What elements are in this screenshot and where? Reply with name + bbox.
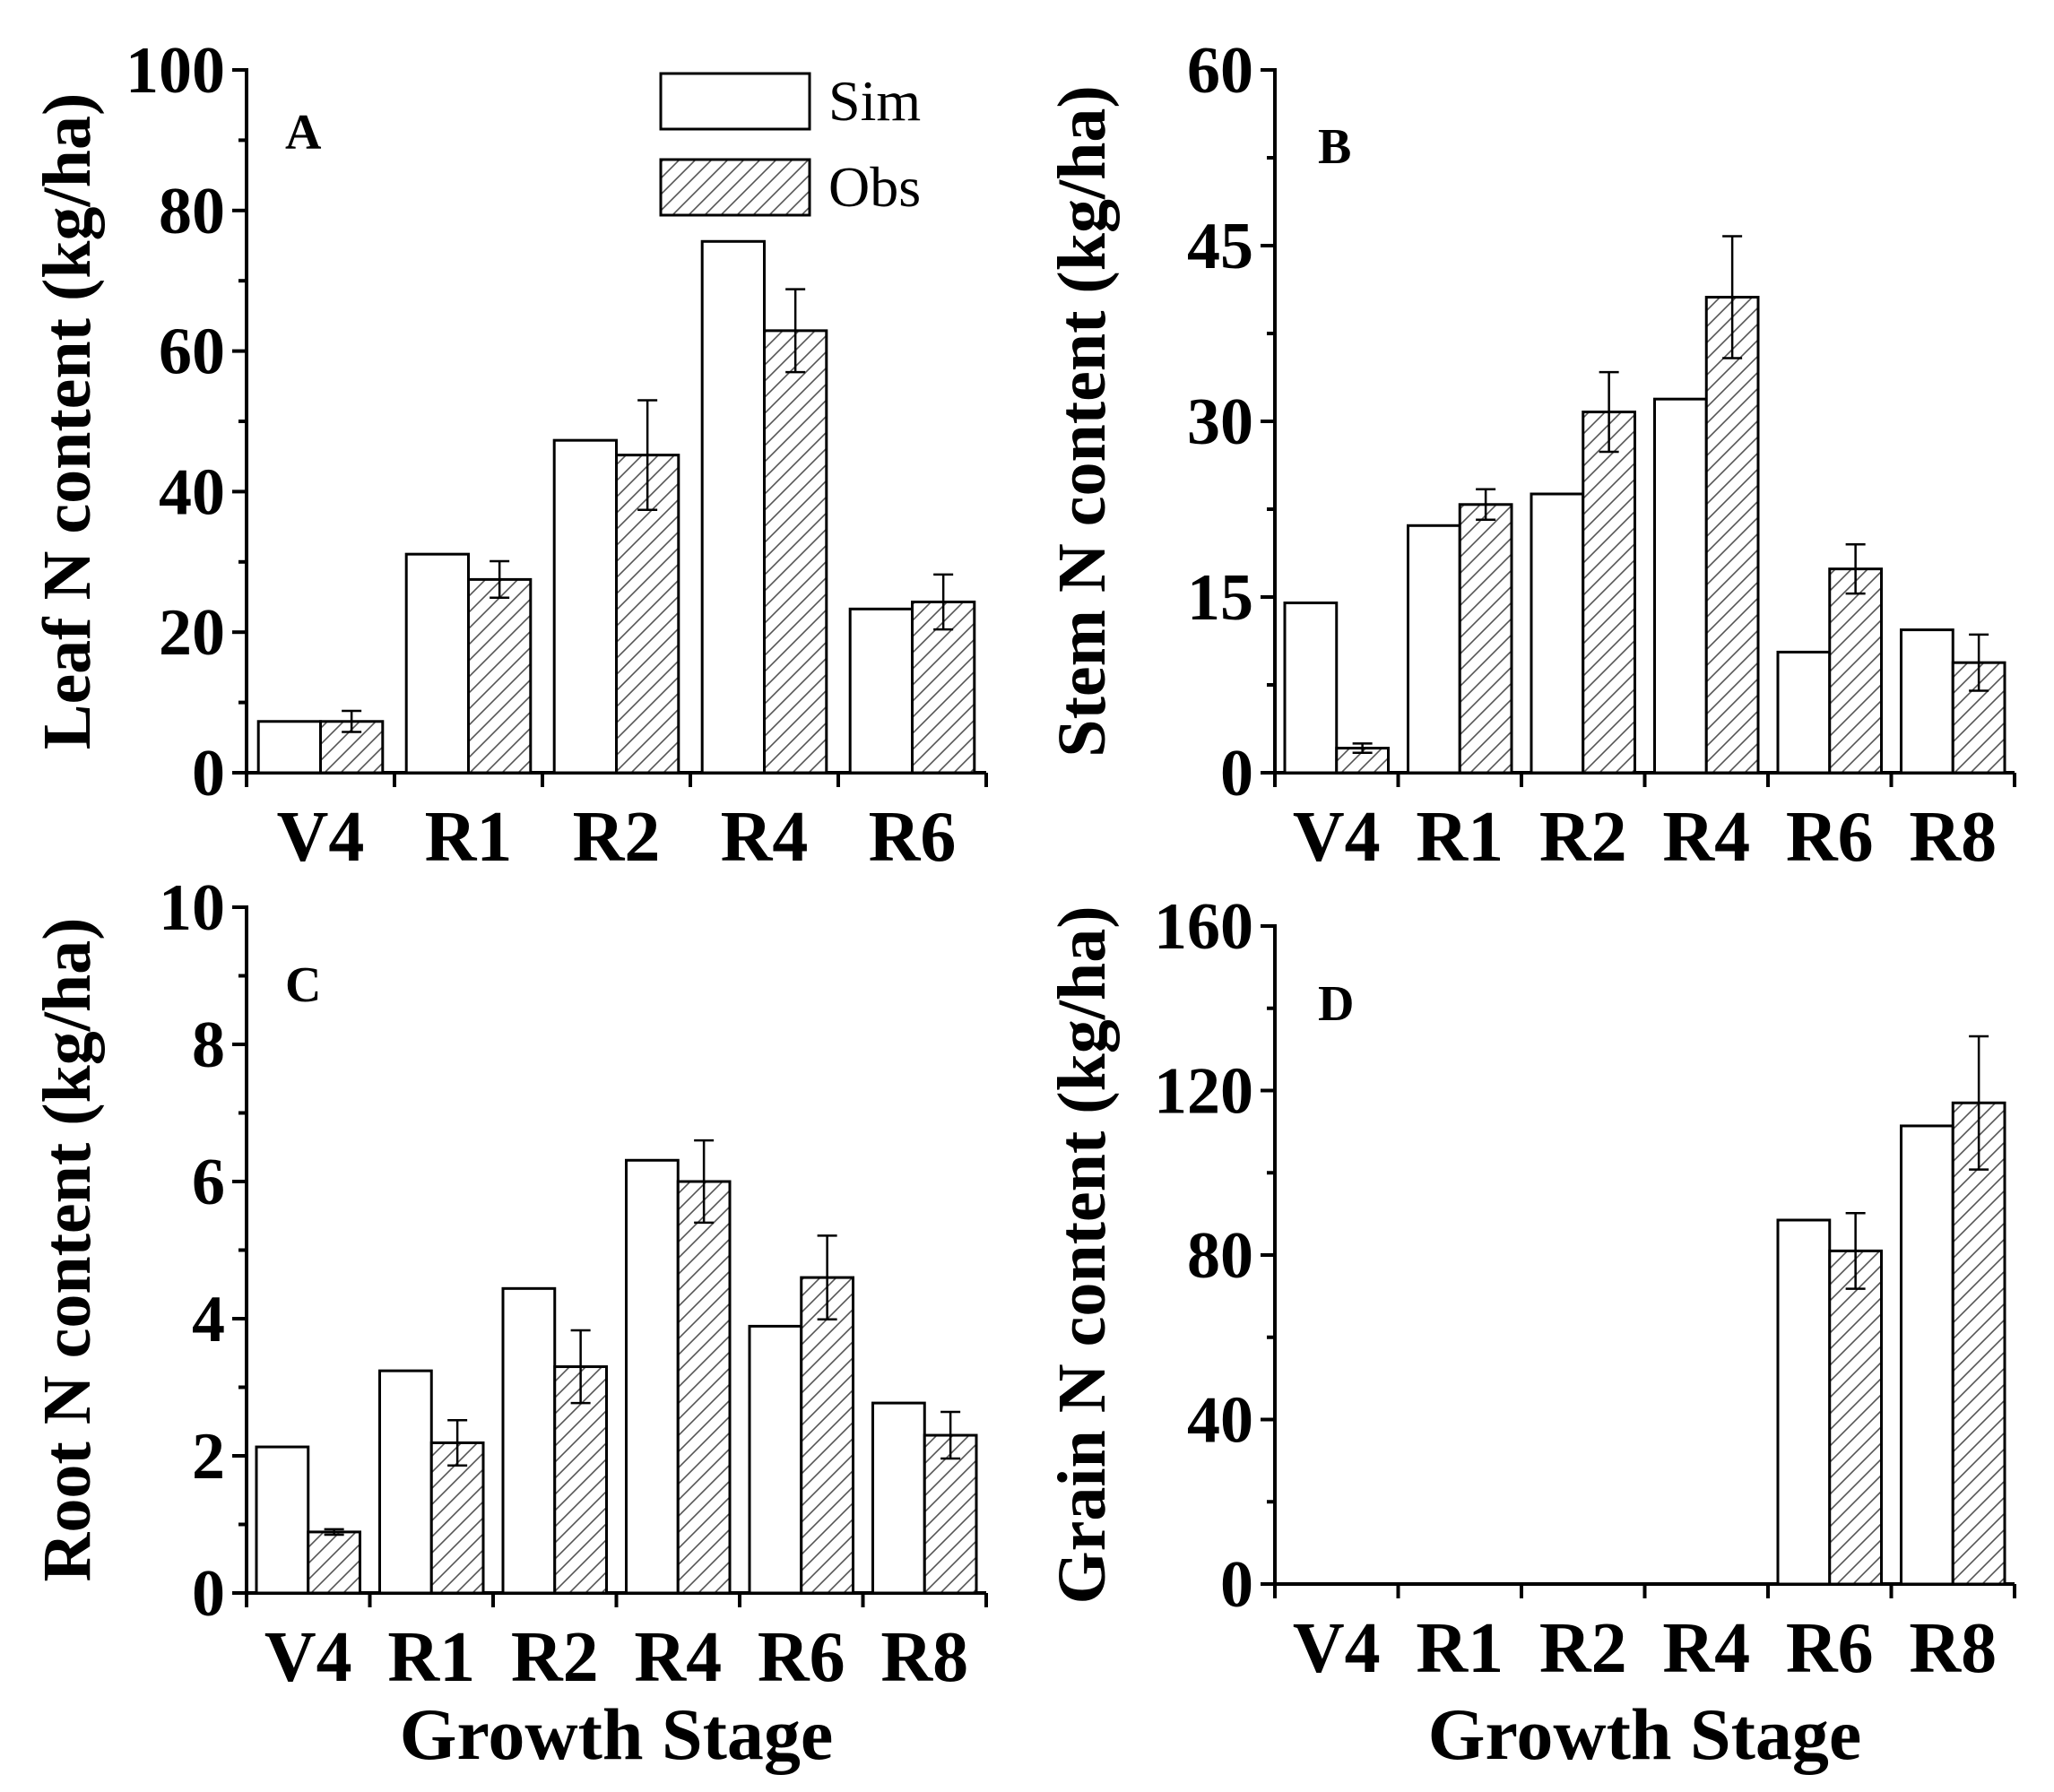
panel-a-ytick-label: 0	[192, 737, 225, 810]
panel-a-ytick-label: 60	[159, 316, 225, 389]
panel-a-ytick-label: 100	[126, 34, 225, 108]
panel-c-bar-sim-v4	[255, 1445, 310, 1595]
panel-c-ytick-label: 8	[192, 1009, 225, 1082]
panel-c-x-axis-label: Growth Stage	[400, 1693, 834, 1775]
panel-b-bar-sim-r4	[1653, 397, 1708, 775]
panel-a-category-label: R4	[721, 798, 809, 877]
panel-c-bar-sim-r6	[748, 1324, 803, 1595]
panel-b-ytick-label: 60	[1187, 34, 1253, 108]
panel-c-ytick-label: 4	[192, 1283, 225, 1356]
panel-d-ytick-label: 40	[1187, 1384, 1253, 1458]
panel-a-bar-sim-r6	[848, 607, 914, 775]
panel-d-bar-sim-r6	[1776, 1218, 1832, 1586]
panel-c-category-label: V4	[264, 1618, 352, 1697]
panel-a-ytick-label: 20	[159, 596, 225, 670]
panel-c-bar-obs-r1	[429, 1441, 485, 1595]
panel-b-y-axis-label: Stem N content (kg/ha)	[1044, 85, 1120, 757]
panel-d-ytick-label: 0	[1220, 1548, 1253, 1622]
panel-b-bar-sim-r6	[1776, 650, 1832, 775]
panel-c-category-label: R1	[387, 1618, 475, 1697]
panel-a-y-axis-label: Leaf N content (kg/ha)	[30, 93, 105, 750]
panel-b-chart: 0 15 30 45 60 V4 R1 R2 R4 R6 R8 Stem N content (kg/…	[1044, 34, 2016, 877]
panel-b-category-label: R4	[1662, 798, 1750, 877]
panel-d-category-label: R4	[1662, 1609, 1750, 1688]
panel-c-ytick-label: 6	[192, 1146, 225, 1219]
panel-b-bar-sim-v4	[1283, 602, 1339, 775]
panel-a-bar-sim-r2	[552, 438, 619, 775]
panel-d-ytick-label: 80	[1187, 1219, 1253, 1293]
panel-d-category-label: R8	[1909, 1609, 1997, 1688]
panel-a-category-label: R6	[869, 798, 957, 877]
panel-d-category-label: V4	[1293, 1609, 1381, 1688]
panel-c-letter: C	[285, 957, 321, 1013]
panel-c-category-label: R2	[511, 1618, 599, 1697]
panel-d-letter: D	[1318, 976, 1354, 1032]
panel-b-bar-sim-r1	[1407, 524, 1461, 775]
panel-b-category-label: R1	[1416, 798, 1504, 877]
legend: Sim Obs	[659, 69, 921, 219]
panel-b-ytick-label: 0	[1220, 737, 1253, 810]
panel-a-bar-sim-r1	[404, 552, 471, 775]
panel-a-bar-sim-v4	[256, 720, 323, 775]
panel-c-bar-obs-r8	[923, 1433, 978, 1595]
panel-d-ytick-label: 120	[1154, 1055, 1253, 1129]
panel-a-bar-sim-r4	[700, 239, 767, 775]
panel-d-category-label: R6	[1786, 1609, 1874, 1688]
panel-b-ytick-label: 15	[1187, 561, 1253, 635]
panel-b-bar-sim-r2	[1530, 492, 1585, 775]
panel-c-category-label: R8	[880, 1618, 968, 1697]
panel-d-bar-obs-r8	[1951, 1101, 2006, 1586]
panel-c-category-label: R6	[758, 1618, 845, 1697]
panel-b-category-label: R2	[1539, 798, 1627, 877]
panel-b-bar-obs-v4	[1335, 747, 1390, 775]
panel-b-bar-sim-r8	[1900, 628, 1954, 775]
panel-a-category-label: R1	[425, 798, 513, 877]
panel-d-category-label: R2	[1539, 1609, 1627, 1688]
panel-c-category-label: R4	[634, 1618, 722, 1697]
panel-c-bar-sim-r8	[871, 1401, 926, 1595]
panel-c-bar-sim-r2	[501, 1286, 557, 1595]
panel-c-ytick-label: 2	[192, 1420, 225, 1493]
legend-obs-swatch	[659, 158, 811, 217]
panel-c-ytick-label: 0	[192, 1557, 225, 1631]
panel-b-bar-obs-r2	[1582, 411, 1636, 775]
panel-c-y-axis-label: Root N content (kg/ha)	[30, 918, 105, 1582]
panel-a-ytick-label: 40	[159, 455, 225, 529]
panel-d-chart: 0 40 80 120 160 V4 R1 R2 R4 R6 R8 Grain N content (…	[1044, 890, 2016, 1775]
panel-b-category-label: R6	[1786, 798, 1874, 877]
legend-obs-label: Obs	[828, 155, 921, 219]
panel-b-bar-obs-r4	[1704, 295, 1760, 775]
panel-a-chart: 0 20 40 60 80 100 V4 R1 R2 R4 R6 Leaf N content (kg…	[30, 34, 988, 877]
panel-d-bar-obs-r6	[1828, 1249, 1883, 1586]
panel-c-ytick-label: 10	[159, 871, 225, 945]
panel-c-bar-obs-v4	[307, 1530, 361, 1595]
panel-a-letter: A	[285, 105, 322, 160]
legend-sim-swatch	[659, 72, 811, 131]
panel-c-bar-sim-r1	[378, 1369, 433, 1595]
panel-a-category-label: V4	[277, 798, 365, 877]
panel-b-bar-obs-r6	[1828, 567, 1883, 775]
panel-c-bar-obs-r6	[800, 1276, 854, 1595]
panel-b-ytick-label: 45	[1187, 210, 1253, 283]
panel-a-bar-obs-r1	[467, 577, 533, 775]
panel-d-category-label: R1	[1416, 1609, 1504, 1688]
legend-sim-label: Sim	[828, 69, 921, 133]
panel-b-category-label: V4	[1293, 798, 1381, 877]
panel-b-letter: B	[1318, 119, 1351, 175]
panel-a-bar-obs-r4	[763, 329, 828, 775]
panel-d-y-axis-label: Grain N content (kg/ha)	[1044, 906, 1120, 1605]
panel-b-category-label: R8	[1909, 798, 1997, 877]
panel-d-ytick-label: 160	[1154, 890, 1253, 964]
panel-a-ytick-label: 80	[159, 175, 225, 248]
panel-c-chart: 0 2 4 6 8 10 V4 R1 R2 R4 R6 R8 Root N content (kg/ha…	[30, 871, 988, 1775]
panel-d-x-axis-label: Growth Stage	[1428, 1693, 1862, 1775]
panel-d-bar-sim-r8	[1900, 1124, 1954, 1586]
panel-c-bar-sim-r4	[625, 1158, 680, 1595]
panel-a-category-label: R2	[573, 798, 661, 877]
panel-b-bar-obs-r1	[1458, 503, 1513, 775]
panel-c-bar-obs-r4	[676, 1180, 732, 1595]
panel-b-ytick-label: 30	[1187, 385, 1253, 459]
